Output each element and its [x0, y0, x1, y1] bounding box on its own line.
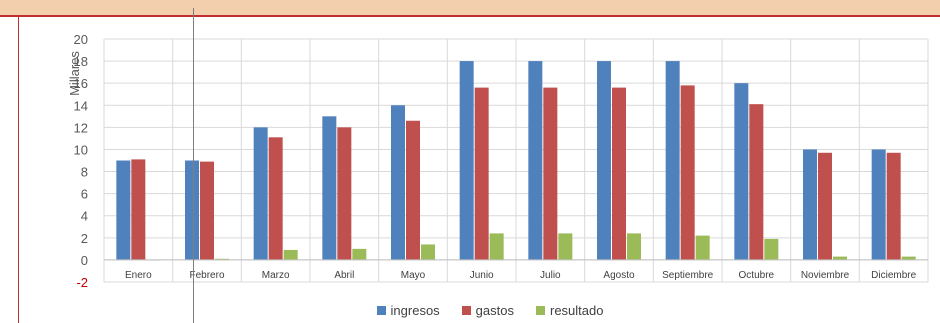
legend-swatch-gastos — [461, 305, 471, 315]
y-tick-label: 16 — [74, 76, 88, 91]
legend-label-ingresos: ingresos — [390, 302, 440, 318]
legend-swatch-resultado — [535, 305, 545, 315]
x-tick-label: Octubre — [739, 270, 775, 281]
bar-ingresos — [803, 149, 817, 260]
bar-resultado — [421, 244, 435, 260]
bar-ingresos — [597, 61, 611, 260]
x-tick-label: Septiembre — [662, 270, 714, 281]
bar-resultado — [489, 233, 504, 260]
left-margin-rule — [18, 15, 19, 323]
bar-ingresos — [322, 116, 337, 260]
bar-ingresos — [665, 61, 680, 260]
bar-gastos — [200, 161, 214, 260]
bar-resultado — [283, 249, 298, 260]
bar-ingresos — [734, 83, 749, 260]
x-tick-label: Junio — [470, 270, 494, 281]
bar-gastos — [749, 104, 764, 260]
y-tick-label: 8 — [81, 165, 88, 180]
y-tick-label: 6 — [81, 187, 88, 202]
bar-resultado — [627, 233, 641, 260]
bar-gastos — [406, 120, 420, 260]
x-tick-label: Julio — [540, 270, 561, 281]
legend-item-ingresos: ingresos — [376, 302, 440, 318]
y-tick-label: 18 — [74, 54, 88, 69]
legend-label-gastos: gastos — [475, 302, 514, 318]
bar-ingresos — [459, 61, 474, 260]
y-tick-label: 2 — [81, 231, 88, 246]
bar-gastos — [337, 127, 352, 260]
y-tick-label: 14 — [74, 98, 88, 113]
column-divider-line — [193, 8, 194, 323]
x-tick-label: Noviembre — [801, 270, 850, 281]
legend: ingresos gastos resultado — [0, 302, 940, 318]
legend-swatch-ingresos — [376, 305, 386, 315]
bar-ingresos — [185, 160, 199, 260]
bar-gastos — [886, 152, 901, 260]
bar-resultado — [764, 238, 779, 260]
bar-resultado — [558, 233, 573, 260]
y-tick-label: 0 — [81, 253, 88, 268]
x-tick-label: Diciembre — [871, 270, 916, 281]
bar-gastos — [818, 152, 832, 260]
bar-ingresos — [116, 160, 131, 260]
legend-item-gastos: gastos — [461, 302, 514, 318]
bar-resultado — [352, 248, 367, 260]
x-tick-label: Enero — [125, 270, 152, 281]
bar-ingresos — [253, 127, 268, 260]
bar-resultado — [833, 256, 847, 260]
x-tick-label: Febrero — [189, 270, 224, 281]
bar-resultado — [215, 258, 229, 260]
y-axis-label: Millares — [66, 51, 82, 96]
y-tick-label: 20 — [74, 32, 88, 47]
bar-ingresos — [871, 149, 886, 260]
bar-resultado — [695, 235, 710, 260]
x-tick-label: Marzo — [262, 270, 290, 281]
bar-gastos — [131, 159, 146, 260]
bar-gastos — [543, 87, 558, 260]
y-tick-label: -2 — [76, 275, 88, 290]
x-tick-label: Abril — [334, 270, 354, 281]
header-band — [0, 0, 940, 15]
y-tick-label: 10 — [74, 142, 88, 157]
header-rule — [0, 15, 940, 17]
bar-ingresos — [391, 105, 405, 260]
bar-gastos — [474, 87, 489, 260]
bar-gastos — [268, 137, 283, 260]
bar-ingresos — [528, 61, 543, 260]
legend-label-resultado: resultado — [549, 302, 604, 318]
legend-item-resultado: resultado — [535, 302, 604, 318]
bar-gastos — [680, 85, 695, 260]
y-tick-label: 4 — [81, 209, 88, 224]
x-tick-label: Mayo — [401, 270, 426, 281]
y-tick-label: 12 — [74, 120, 88, 135]
bar-resultado — [901, 256, 916, 260]
x-tick-label: Agosto — [603, 270, 635, 281]
bar-gastos — [612, 87, 626, 260]
